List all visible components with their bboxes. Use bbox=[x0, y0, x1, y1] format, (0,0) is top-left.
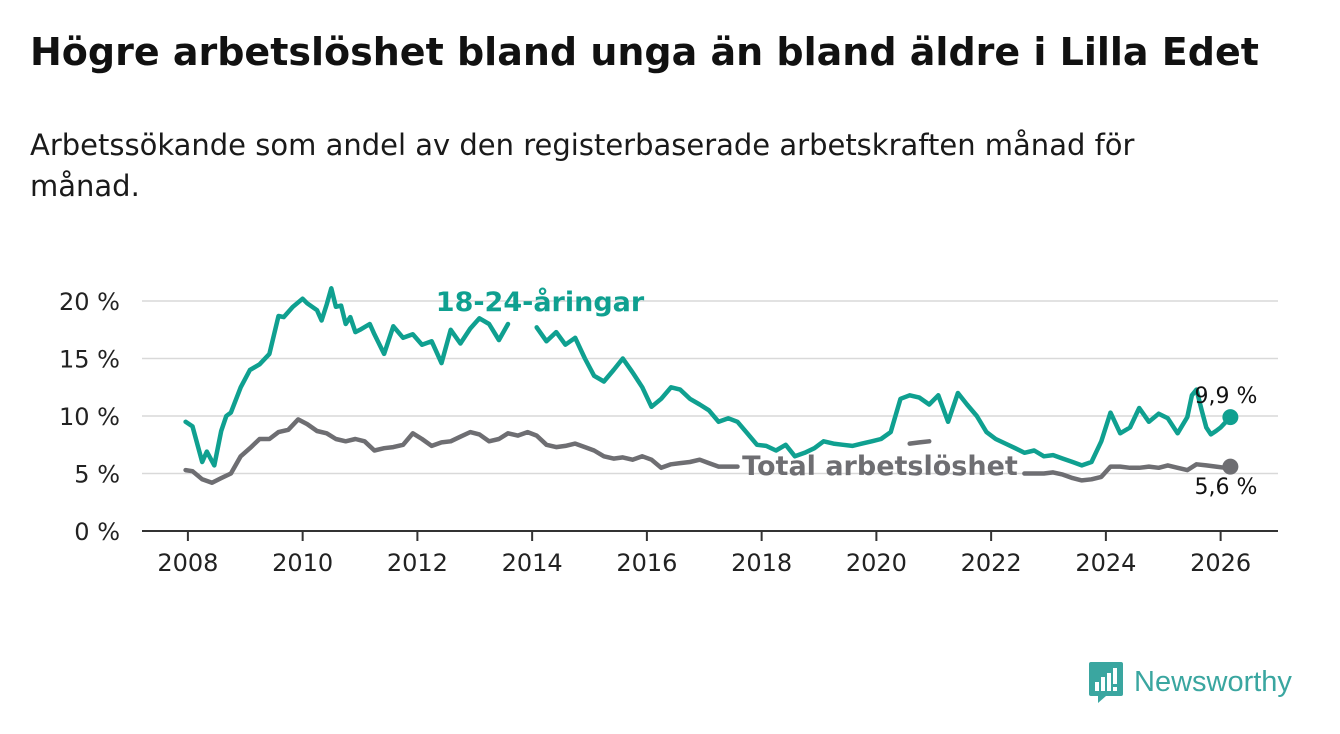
end-value-label-youth: 9,9 % bbox=[1195, 384, 1258, 409]
end-point-total bbox=[1222, 458, 1239, 475]
chart-title: Högre arbetslöshet bland unga än bland ä… bbox=[30, 30, 1259, 74]
series-label-youth: 18-24-åringar bbox=[436, 286, 645, 318]
gridlines bbox=[142, 300, 1278, 475]
series-labels: 18-24-åringar Total arbetslöshet 9,9 % 5,6 … bbox=[436, 286, 1258, 500]
newsworthy-logo[interactable]: Newsworthy bbox=[1088, 660, 1292, 704]
x-tick-label: 2022 bbox=[961, 549, 1022, 577]
end-point-youth bbox=[1222, 409, 1239, 426]
series-line-youth bbox=[183, 286, 1233, 468]
y-axis-tick-labels: 0 % 5 % 10 % 15 % 20 % bbox=[59, 288, 120, 546]
x-tick-label: 2018 bbox=[731, 549, 792, 577]
chart-subtitle: Arbetssökande som andel av den registerb… bbox=[30, 128, 1135, 203]
x-tick-label: 2008 bbox=[157, 549, 218, 577]
x-tick-label: 2014 bbox=[502, 549, 563, 577]
x-axis bbox=[142, 530, 1278, 541]
y-tick-label: 20 % bbox=[59, 288, 120, 316]
series-label-total: Total arbetslöshet bbox=[742, 451, 1018, 482]
x-tick-label: 2020 bbox=[846, 549, 907, 577]
x-axis-tick-labels: 2008 2010 2012 2014 2016 2018 2020 2022 2024 2026 bbox=[157, 549, 1251, 577]
x-tick-label: 2026 bbox=[1190, 549, 1251, 577]
end-value-label-total: 5,6 % bbox=[1195, 475, 1258, 500]
y-tick-label: 10 % bbox=[59, 403, 120, 431]
y-tick-label: 0 % bbox=[74, 518, 120, 546]
newsworthy-logo-icon bbox=[1089, 662, 1123, 703]
y-tick-label: 15 % bbox=[59, 346, 120, 374]
x-tick-label: 2010 bbox=[272, 549, 333, 577]
y-tick-label: 5 % bbox=[74, 461, 120, 489]
x-tick-label: 2024 bbox=[1075, 549, 1136, 577]
x-tick-label: 2012 bbox=[387, 549, 448, 577]
series-line-total bbox=[183, 417, 1233, 485]
x-tick-label: 2016 bbox=[616, 549, 677, 577]
series-lines bbox=[183, 286, 1239, 485]
brand-name: Newsworthy bbox=[1134, 665, 1292, 698]
